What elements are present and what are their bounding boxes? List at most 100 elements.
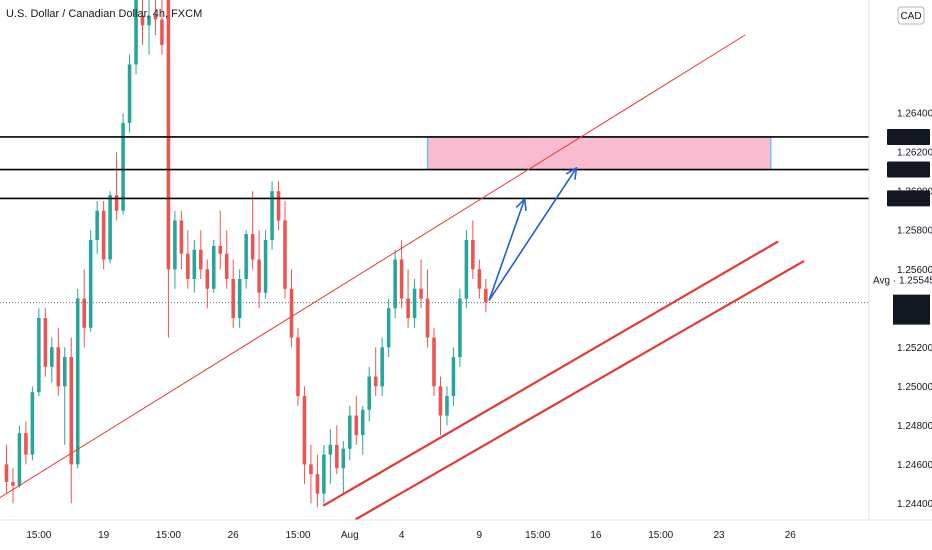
candle-body [296,337,300,397]
candle-body [56,347,61,387]
time-tick-label: 19 [98,530,110,541]
candle-body [399,259,404,299]
candle-body [30,392,35,455]
countdown-label: 07:42 [899,312,924,323]
level-badge-label: 1.25963 [890,194,927,205]
candle-body [75,298,80,465]
candle-body [231,279,235,319]
candle-body [199,249,203,270]
projection-arrow-shaft [488,198,526,301]
candle-body [315,474,320,494]
time-tick-label: 15:00 [26,530,51,541]
target-zone [426,136,772,171]
candle-body [108,195,112,260]
candle-body [419,288,423,299]
candle-body [173,220,177,270]
price-axis-panel [869,0,932,550]
time-tick-label: Aug [341,530,359,541]
time-tick-label: 15:00 [156,530,181,541]
candle-body [335,444,339,469]
level-badge-label: 1.26278 [890,132,927,143]
currency-label: CAD [900,11,921,22]
candle-body [412,288,417,319]
projection-arrows-layer [488,166,578,301]
candle-body [471,239,475,270]
candle-body [289,288,294,338]
candle-body [186,253,190,280]
candle-body [121,122,125,211]
horizontal-levels-layer [0,136,884,304]
average-label: Avg · 1.25545 [873,275,932,286]
channel-upper-line [0,34,746,499]
candle-body [43,318,48,367]
candle-body [62,357,67,387]
candle-body [348,415,352,449]
price-tick-label: 1.24600 [897,460,932,471]
candle-body [445,396,449,416]
time-tick-label: 16 [590,530,602,541]
candle-body [147,15,151,26]
candle-body [257,259,261,293]
currency-button[interactable]: CAD [897,6,925,25]
time-tick-label: 9 [477,530,483,541]
candle-body [373,376,378,387]
trendlines-layer [0,34,805,521]
candles-layer [4,0,488,508]
candle-body [101,210,106,260]
price-tick-label: 1.24400 [897,499,932,510]
candle-body [484,288,488,303]
projection-arrow-head [565,166,578,180]
channel-lower-line-1 [322,240,779,507]
candle-body [250,234,255,260]
candle-body [367,376,372,410]
candle-body [341,448,346,469]
candle-body [37,318,41,393]
time-axis-panel [0,520,932,550]
level-badge-label: 1.26111 [891,165,926,176]
candle-body [406,298,410,319]
level-badge [887,190,930,207]
target-zone-layer [426,136,772,171]
candle-body [380,347,384,387]
candle-body [309,464,313,475]
time-axis-layer [0,519,932,550]
candle-body [283,220,287,289]
time-tick-label: 15:00 [525,530,550,541]
candle-body [276,191,281,221]
time-tick-label: 23 [713,530,725,541]
candle-body [302,396,307,465]
time-tick-label: 4 [399,530,405,541]
time-tick-label: 15:00 [285,530,310,541]
candle-body [211,245,216,289]
time-tick-label: 15:00 [648,530,673,541]
price-tick-label: 1.25600 [897,265,932,276]
candle-body [237,279,242,319]
candle-body [17,433,22,486]
candle-body [11,481,15,486]
candle-body [50,347,54,367]
candle-body [153,15,158,20]
candle-body [438,386,443,416]
candle-body [451,357,456,397]
candle-body [458,298,462,358]
candle-body [192,249,197,280]
candle-body [386,308,391,348]
candle-body [179,220,184,254]
candle-body [322,454,326,494]
projection-arrow-shaft [488,167,578,301]
price-tick-label: 1.25800 [897,226,932,237]
price-tick-label: 1.26200 [897,148,932,159]
candle-body [432,337,436,387]
price-tick-label: 1.25200 [897,343,932,354]
chart-title: U.S. Dollar / Canadian Dollar, 4h, FXCM [6,8,202,20]
candle-body [4,464,9,482]
candle-body [393,259,397,309]
candle-body [477,269,482,289]
current-price-badge [893,294,930,325]
candle-body [140,15,145,26]
candle-body [160,19,164,45]
candle-body [24,433,28,455]
channel-lower-line-2 [355,260,805,521]
